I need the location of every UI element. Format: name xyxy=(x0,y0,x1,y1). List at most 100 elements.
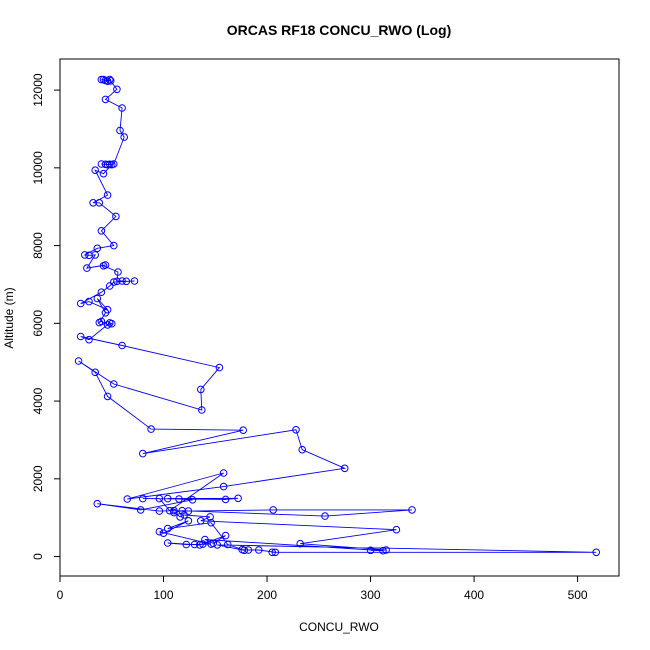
y-tick-label: 6000 xyxy=(31,310,45,337)
x-tick-label: 100 xyxy=(154,588,174,602)
data-point xyxy=(93,294,102,303)
data-point xyxy=(103,321,112,329)
data-point xyxy=(592,548,601,557)
data-point xyxy=(190,540,199,549)
data-point xyxy=(219,482,228,491)
x-tick-label: 200 xyxy=(257,588,277,602)
data-point xyxy=(206,513,214,521)
data-point xyxy=(85,335,93,344)
x-tick-label: 500 xyxy=(568,588,588,602)
data-point xyxy=(103,77,112,85)
x-axis: 0 100 200 300 400 500 xyxy=(57,576,588,602)
data-point xyxy=(201,535,209,544)
data-point xyxy=(97,227,106,235)
data-point xyxy=(180,511,188,519)
y-tick-label: 0 xyxy=(31,553,45,560)
chart-title: ORCAS RF18 CONCU_RWO (Log) xyxy=(227,22,452,38)
data-point xyxy=(207,518,215,527)
data-point xyxy=(234,494,242,503)
data-point xyxy=(240,546,249,555)
data-point xyxy=(95,199,104,207)
data-point xyxy=(105,319,114,327)
data-point xyxy=(163,524,172,533)
data-point xyxy=(123,495,132,503)
data-point xyxy=(163,539,172,547)
data-point xyxy=(74,357,83,365)
data-point xyxy=(110,380,118,388)
data-point xyxy=(296,539,305,548)
data-point xyxy=(105,75,114,84)
data-point xyxy=(136,506,145,514)
data-point xyxy=(118,277,126,285)
data-point xyxy=(99,169,108,178)
data-point xyxy=(108,160,116,169)
data-point xyxy=(165,506,174,515)
data-point xyxy=(175,495,183,503)
data-point xyxy=(223,540,232,549)
data-point xyxy=(106,77,115,85)
data-point xyxy=(392,525,401,534)
data-point xyxy=(110,241,118,250)
data-point xyxy=(76,299,85,308)
data-point xyxy=(155,494,164,503)
data-point xyxy=(114,268,122,276)
data-point xyxy=(176,513,184,521)
data-point xyxy=(254,546,263,554)
data-point xyxy=(147,425,155,433)
series-line xyxy=(78,78,597,553)
data-point xyxy=(97,160,106,168)
data-point xyxy=(155,507,164,515)
data-point xyxy=(122,277,131,286)
data-point xyxy=(85,297,93,306)
data-point xyxy=(170,506,178,515)
data-point xyxy=(113,277,121,286)
data-point xyxy=(155,527,164,536)
y-tick-label: 4000 xyxy=(31,387,45,414)
data-point xyxy=(81,251,89,259)
y-tick-label: 12000 xyxy=(31,73,45,107)
y-tick-label: 10000 xyxy=(31,151,45,185)
data-point xyxy=(99,262,108,270)
data-point xyxy=(292,426,300,434)
data-point xyxy=(221,495,230,504)
data-point xyxy=(268,548,277,557)
data-point xyxy=(130,277,139,285)
data-point xyxy=(103,392,112,401)
data-point xyxy=(379,546,387,555)
data-point xyxy=(213,541,222,549)
data-point xyxy=(139,494,147,503)
data-point xyxy=(340,464,349,473)
data-point xyxy=(83,264,91,272)
data-point xyxy=(139,449,147,458)
plot-area-frame xyxy=(59,58,620,577)
y-tick-label: 8000 xyxy=(31,232,45,259)
data-point xyxy=(196,541,204,549)
data-point xyxy=(244,546,253,554)
data-point xyxy=(118,104,126,112)
x-axis-label: CONCU_RWO xyxy=(299,620,379,634)
data-point xyxy=(269,506,278,514)
series-concu-rwo xyxy=(74,75,601,557)
y-axis-label: Altitude (m) xyxy=(2,287,16,348)
data-point xyxy=(93,499,102,508)
data-point xyxy=(188,496,197,504)
data-point xyxy=(198,406,206,414)
data-point xyxy=(408,506,416,514)
data-point xyxy=(113,85,121,94)
data-point xyxy=(366,546,375,555)
data-point xyxy=(298,445,307,454)
data-point xyxy=(184,517,193,525)
data-point xyxy=(182,540,191,549)
data-point xyxy=(215,363,224,372)
data-point xyxy=(321,512,329,520)
data-point xyxy=(118,341,126,350)
data-point xyxy=(219,469,228,477)
data-point xyxy=(112,212,120,221)
y-tick-label: 2000 xyxy=(31,465,45,492)
data-point xyxy=(76,332,85,341)
data-point xyxy=(221,531,230,540)
data-point xyxy=(105,282,114,290)
data-point xyxy=(91,368,99,377)
data-point xyxy=(239,426,247,435)
